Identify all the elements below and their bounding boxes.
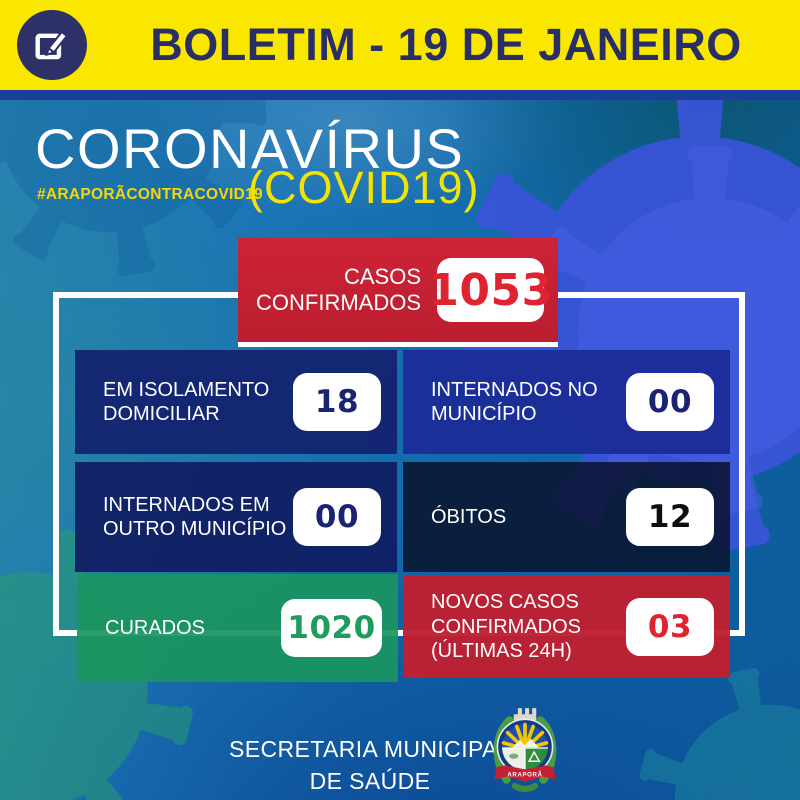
stat-value: 1020 xyxy=(281,599,382,657)
stat-card-obitos: ÓBITOS 12 xyxy=(403,462,730,572)
confirmed-cases-card: CASOS CONFIRMADOS 1053 xyxy=(238,238,558,347)
edit-icon-badge xyxy=(17,10,87,80)
footer-org-line1: SECRETARIA MUNICIPAL xyxy=(229,736,511,762)
stat-card-novos-casos: NOVOS CASOS CONFIRMADOS (ÚLTIMAS 24H) 03 xyxy=(403,576,730,678)
stat-label: ÓBITOS xyxy=(431,505,507,528)
stat-card-internados-outro: INTERNADOS EM OUTRO MUNICÍPIO 00 xyxy=(75,462,397,572)
banner-divider xyxy=(0,90,800,100)
stat-card-internados-municipio: INTERNADOS NO MUNICÍPIO 00 xyxy=(403,350,730,454)
hero-subtitle: (COVID19) xyxy=(248,162,480,213)
confirmed-cases-value: 1053 xyxy=(428,258,552,322)
stat-label: EM ISOLAMENTO DOMICILIAR xyxy=(103,378,270,425)
stat-card-isolamento: EM ISOLAMENTO DOMICILIAR 18 xyxy=(75,350,397,454)
footer-org-name: SECRETARIA MUNICIPAL DE SAÚDE xyxy=(170,733,570,797)
stat-value: 00 xyxy=(293,488,381,546)
stat-value: 18 xyxy=(293,373,381,431)
stat-card-curados: CURADOS 1020 xyxy=(77,574,398,682)
footer-org-line2: DE SAÚDE xyxy=(309,768,431,795)
stat-label: CURADOS xyxy=(105,616,206,639)
header-banner: BOLETIM - 19 DE JANEIRO xyxy=(0,0,800,90)
arapora-coat-of-arms: ARAPORÃ xyxy=(493,708,557,792)
bulletin-title: BOLETIM - 19 DE JANEIRO xyxy=(150,19,742,70)
stat-value: 00 xyxy=(626,373,714,431)
edit-icon xyxy=(35,30,69,60)
stat-label: NOVOS CASOS CONFIRMADOS (ÚLTIMAS 24H) xyxy=(431,591,581,663)
stat-value: 03 xyxy=(626,598,714,656)
stat-value: 12 xyxy=(626,488,714,546)
hero-title: CORONAVÍRUS xyxy=(35,117,465,180)
stat-label: INTERNADOS NO MUNICÍPIO xyxy=(431,378,598,425)
confirmed-cases-label: CASOS CONFIRMADOS xyxy=(256,264,421,315)
hero-hashtag: #ARAPORÃCONTRACOVID19 xyxy=(37,186,263,203)
stat-label: INTERNADOS EM OUTRO MUNICÍPIO xyxy=(103,493,287,540)
crest-banner-text: ARAPORÃ xyxy=(507,772,542,779)
